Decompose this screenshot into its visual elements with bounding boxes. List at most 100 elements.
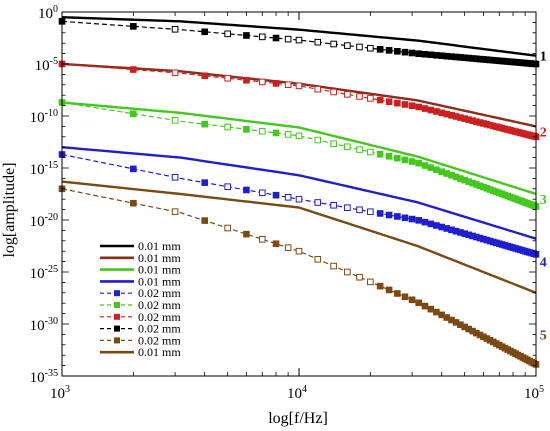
series-5 bbox=[58, 151, 540, 258]
series-marker bbox=[171, 25, 179, 33]
series-marker bbox=[201, 72, 208, 80]
series-marker bbox=[344, 268, 351, 276]
y-tick-label: 10-20 bbox=[30, 212, 58, 230]
series-marker bbox=[415, 159, 423, 167]
series-marker bbox=[171, 174, 179, 181]
series-marker bbox=[415, 103, 423, 111]
series-marker bbox=[258, 78, 266, 86]
series-marker bbox=[421, 302, 429, 310]
series-marker bbox=[401, 156, 409, 164]
series-marker bbox=[243, 186, 250, 194]
series-marker bbox=[427, 106, 435, 114]
series-marker bbox=[433, 222, 440, 229]
legend-item: 0.02 mm bbox=[100, 333, 181, 347]
series-marker bbox=[376, 150, 384, 158]
series-1 bbox=[61, 16, 537, 57]
series-marker bbox=[314, 85, 322, 93]
series-marker bbox=[394, 154, 401, 162]
series-line bbox=[61, 180, 537, 294]
legend-item: 0.01 mm bbox=[100, 345, 181, 359]
series-marker bbox=[314, 199, 322, 206]
series-marker bbox=[224, 183, 231, 190]
legend-item: 0.02 mm bbox=[100, 298, 181, 312]
series-marker bbox=[344, 91, 351, 98]
series-marker bbox=[272, 129, 280, 137]
series-marker bbox=[367, 278, 374, 286]
x-tick-label: 103 bbox=[50, 384, 70, 402]
curve-number-label: 3 bbox=[540, 193, 547, 208]
legend-label: 0.02 mm bbox=[138, 298, 181, 312]
series-marker bbox=[272, 240, 280, 248]
series-marker bbox=[243, 76, 250, 84]
annotation-layer: 1 2 3 4 5 bbox=[540, 50, 547, 344]
series-marker bbox=[421, 50, 429, 58]
series-marker bbox=[330, 262, 337, 270]
series-marker bbox=[394, 48, 401, 55]
series-marker bbox=[272, 191, 280, 199]
series-marker bbox=[385, 211, 393, 219]
series-marker bbox=[356, 93, 363, 100]
series-marker bbox=[224, 224, 231, 232]
series-8 bbox=[58, 18, 540, 68]
series-marker bbox=[284, 81, 292, 89]
series-marker bbox=[258, 235, 266, 243]
series-marker bbox=[421, 162, 429, 169]
series-marker bbox=[433, 308, 440, 316]
series-marker bbox=[284, 194, 292, 201]
series-marker bbox=[314, 136, 322, 144]
series-marker bbox=[394, 213, 401, 220]
series-marker bbox=[408, 296, 416, 304]
series-marker bbox=[171, 117, 179, 124]
curve-number-label: 4 bbox=[540, 256, 547, 271]
series-marker bbox=[201, 217, 208, 224]
series-9 bbox=[58, 185, 540, 368]
series-marker bbox=[130, 66, 137, 73]
series-marker bbox=[295, 195, 303, 203]
x-axis-label: log[f/Hz] bbox=[268, 410, 328, 427]
series-marker bbox=[433, 51, 440, 59]
series-marker bbox=[130, 199, 137, 207]
series-marker bbox=[295, 36, 303, 44]
series-marker bbox=[356, 206, 363, 214]
series-marker bbox=[295, 82, 303, 90]
series-marker bbox=[433, 166, 440, 174]
series-marker bbox=[401, 48, 409, 56]
series-marker bbox=[272, 34, 280, 42]
series-marker bbox=[356, 43, 363, 51]
legend-item: 0.01 mm bbox=[100, 274, 181, 288]
series-layer bbox=[58, 16, 540, 368]
series-marker bbox=[415, 217, 423, 224]
legend-item: 0.02 mm bbox=[100, 322, 181, 336]
y-axis-label: log[amplitude] bbox=[1, 162, 18, 257]
series-marker bbox=[224, 74, 231, 82]
series-marker bbox=[284, 131, 292, 138]
legend: 0.01 mm0.01 mm0.01 mm0.01 mm0.02 mm0.02 … bbox=[100, 239, 181, 359]
series-marker bbox=[171, 69, 179, 77]
series-marker bbox=[376, 210, 384, 217]
series-marker bbox=[171, 208, 179, 215]
series-line bbox=[61, 101, 537, 196]
series-marker bbox=[130, 165, 137, 173]
y-tick-label: 10-35 bbox=[30, 368, 58, 386]
series-marker bbox=[421, 105, 429, 112]
series-marker bbox=[130, 23, 137, 30]
legend-swatch-marker bbox=[114, 302, 120, 308]
series-marker bbox=[224, 30, 231, 38]
series-marker bbox=[385, 286, 393, 294]
series-marker bbox=[376, 282, 384, 290]
curve-number-label: 2 bbox=[540, 126, 547, 141]
legend-item: 0.02 mm bbox=[100, 310, 181, 324]
y-tick-label: 10-5 bbox=[35, 56, 58, 74]
series-marker bbox=[330, 40, 337, 48]
series-marker bbox=[415, 50, 423, 58]
legend-label: 0.02 mm bbox=[138, 310, 181, 324]
series-marker bbox=[408, 158, 416, 165]
series-marker bbox=[224, 123, 231, 131]
legend-item: 0.02 mm bbox=[100, 286, 181, 300]
legend-swatch-marker bbox=[114, 290, 120, 297]
series-marker bbox=[385, 47, 393, 54]
series-marker bbox=[344, 204, 351, 211]
y-tick-label: 10-25 bbox=[30, 264, 58, 282]
series-marker bbox=[272, 80, 280, 87]
